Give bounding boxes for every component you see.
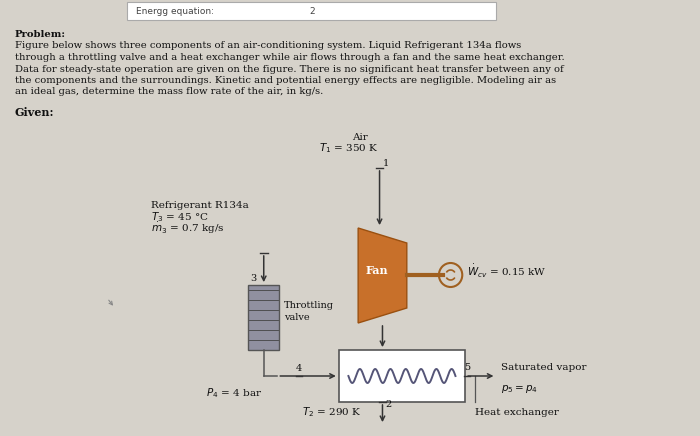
Text: Energg equation:: Energg equation: <box>136 7 214 16</box>
Text: Figure below shows three components of an air-conditioning system. Liquid Refrig: Figure below shows three components of a… <box>15 41 521 51</box>
Text: Throttling: Throttling <box>284 301 334 310</box>
Text: 5: 5 <box>464 363 470 372</box>
Bar <box>339 350 466 402</box>
Text: $P_4$ = 4 bar: $P_4$ = 4 bar <box>206 386 262 400</box>
Text: Heat exchanger: Heat exchanger <box>475 408 559 417</box>
Text: $p_5 = p_4$: $p_5 = p_4$ <box>501 383 538 395</box>
Text: 2: 2 <box>309 7 315 16</box>
Text: 4: 4 <box>295 364 302 373</box>
Text: Problem:: Problem: <box>15 30 66 39</box>
Text: $T_3$ = 45 °C: $T_3$ = 45 °C <box>150 210 209 224</box>
Text: $T_1$ = 350 K: $T_1$ = 350 K <box>318 141 378 155</box>
Text: Saturated vapor: Saturated vapor <box>501 363 587 372</box>
Polygon shape <box>358 228 407 323</box>
Bar <box>248 285 279 350</box>
Text: Air: Air <box>352 133 368 142</box>
Text: Given:: Given: <box>15 107 54 118</box>
Bar <box>127 2 496 20</box>
Text: valve: valve <box>284 313 310 322</box>
Text: 3: 3 <box>250 274 256 283</box>
Text: $\dot{W}_{cv}$ = 0.15 kW: $\dot{W}_{cv}$ = 0.15 kW <box>467 262 547 279</box>
Text: Fan: Fan <box>366 265 389 276</box>
Text: 2: 2 <box>386 400 391 409</box>
Text: an ideal gas, determine the mass flow rate of the air, in kg/s.: an ideal gas, determine the mass flow ra… <box>15 88 323 96</box>
Text: Refrigerant R134a: Refrigerant R134a <box>150 201 248 210</box>
Text: 1: 1 <box>382 159 389 168</box>
Text: through a throttling valve and a heat exchanger while air flows through a fan an: through a throttling valve and a heat ex… <box>15 53 564 62</box>
Text: $T_2$ = 290 K: $T_2$ = 290 K <box>302 405 361 419</box>
Text: $\dot{m}_3$ = 0.7 kg/s: $\dot{m}_3$ = 0.7 kg/s <box>150 221 225 236</box>
Text: Data for steady-state operation are given on the figure. There is no significant: Data for steady-state operation are give… <box>15 65 564 74</box>
Text: the components and the surroundings. Kinetic and potential energy effects are ne: the components and the surroundings. Kin… <box>15 76 556 85</box>
